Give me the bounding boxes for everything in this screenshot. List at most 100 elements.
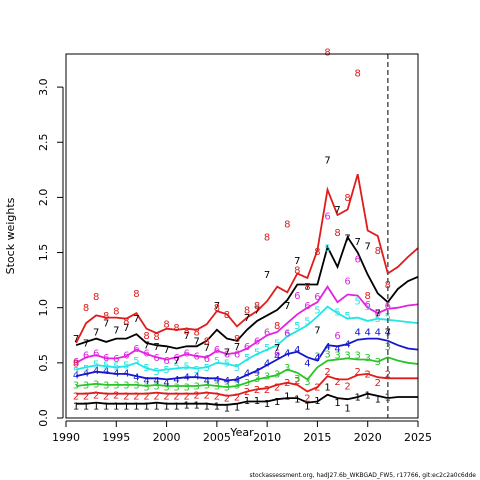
y-tick-label: 3.0 [37, 78, 50, 96]
fit-line-age-4 [75, 337, 419, 382]
obs-point-age-5: 5 [103, 361, 109, 372]
x-tick-label: 2005 [203, 431, 231, 444]
x-tick-label: 2025 [404, 431, 432, 444]
obs-point-age-2: 2 [184, 391, 190, 402]
obs-point-age-4: 4 [365, 328, 371, 339]
obs-point-age-8: 8 [214, 303, 220, 314]
obs-point-age-2: 2 [254, 385, 260, 396]
obs-point-age-7: 7 [184, 331, 190, 342]
obs-point-age-4: 4 [254, 367, 260, 378]
obs-point-age-3: 3 [73, 380, 79, 391]
obs-point-age-4: 4 [304, 358, 310, 369]
obs-point-age-5: 5 [93, 360, 99, 371]
obs-point-age-2: 2 [194, 390, 200, 401]
obs-point-age-7: 7 [355, 237, 361, 248]
obs-point-age-5: 5 [244, 353, 250, 364]
obs-point-age-8: 8 [344, 193, 350, 204]
obs-point-age-4: 4 [103, 366, 109, 377]
obs-point-age-6: 6 [244, 342, 250, 353]
obs-point-age-6: 6 [204, 354, 210, 365]
obs-point-age-2: 2 [244, 387, 250, 398]
obs-point-age-6: 6 [133, 344, 139, 355]
obs-point-age-6: 6 [264, 328, 270, 339]
obs-point-age-5: 5 [254, 347, 260, 358]
obs-point-age-4: 4 [224, 376, 230, 387]
obs-point-age-6: 6 [173, 353, 179, 364]
obs-point-age-3: 3 [324, 350, 330, 361]
obs-point-age-1: 1 [264, 399, 270, 410]
obs-point-age-2: 2 [375, 378, 381, 389]
obs-point-age-8: 8 [113, 307, 119, 318]
obs-point-age-4: 4 [385, 328, 391, 339]
obs-point-age-6: 6 [254, 336, 260, 347]
obs-point-age-5: 5 [294, 321, 300, 332]
obs-point-age-5: 5 [355, 297, 361, 308]
fit-line-age-5 [75, 305, 419, 372]
obs-point-age-7: 7 [274, 343, 280, 354]
plot-frame [65, 53, 419, 419]
obs-point-age-5: 5 [274, 339, 280, 350]
obs-point-age-6: 6 [314, 292, 320, 303]
obs-point-age-3: 3 [355, 351, 361, 362]
obs-point-age-8: 8 [314, 247, 320, 258]
y-tick-label: 1.0 [37, 299, 50, 317]
obs-point-age-6: 6 [375, 309, 381, 320]
obs-point-age-6: 6 [103, 353, 109, 364]
obs-point-age-8: 8 [184, 326, 190, 337]
obs-point-age-7: 7 [73, 334, 79, 345]
obs-point-age-4: 4 [83, 368, 89, 379]
obs-point-age-1: 1 [194, 400, 200, 411]
obs-point-age-6: 6 [214, 345, 220, 356]
obs-point-age-8: 8 [93, 292, 99, 303]
obs-point-age-6: 6 [123, 351, 129, 362]
obs-point-age-7: 7 [113, 325, 119, 336]
obs-point-age-3: 3 [314, 352, 320, 363]
obs-point-age-2: 2 [143, 391, 149, 402]
obs-point-age-4: 4 [314, 353, 320, 364]
footer-source-text: stockassessment.org, hadJ27.6b_WKBGAD_FW… [250, 472, 477, 479]
obs-point-age-4: 4 [93, 366, 99, 377]
obs-point-age-4: 4 [284, 348, 290, 359]
obs-point-age-3: 3 [93, 379, 99, 390]
obs-point-age-2: 2 [355, 367, 361, 378]
obs-point-age-3: 3 [334, 351, 340, 362]
x-tick-label: 1990 [52, 431, 80, 444]
obs-point-age-8: 8 [224, 310, 230, 321]
obs-point-age-6: 6 [234, 350, 240, 361]
obs-point-age-3: 3 [244, 378, 250, 389]
obs-point-age-2: 2 [264, 385, 270, 396]
obs-point-age-4: 4 [113, 368, 119, 379]
obs-point-age-3: 3 [143, 383, 149, 394]
obs-point-age-7: 7 [93, 328, 99, 339]
obs-point-age-2: 2 [103, 391, 109, 402]
obs-point-age-7: 7 [314, 325, 320, 336]
obs-point-age-7: 7 [324, 155, 330, 166]
obs-point-age-7: 7 [264, 270, 270, 281]
obs-point-age-3: 3 [214, 382, 220, 393]
obs-point-age-7: 7 [304, 282, 310, 293]
obs-point-age-3: 3 [133, 380, 139, 391]
obs-point-age-6: 6 [153, 353, 159, 364]
x-tick-label: 2010 [253, 431, 281, 444]
obs-point-age-8: 8 [365, 291, 371, 302]
obs-point-age-7: 7 [365, 241, 371, 252]
obs-point-age-2: 2 [93, 390, 99, 401]
obs-point-age-7: 7 [173, 356, 179, 367]
obs-point-age-6: 6 [163, 356, 169, 367]
obs-point-age-5: 5 [194, 365, 200, 376]
obs-point-age-3: 3 [194, 382, 200, 393]
obs-point-age-3: 3 [294, 374, 300, 385]
obs-point-age-6: 6 [93, 348, 99, 359]
obs-point-age-7: 7 [284, 301, 290, 312]
obs-point-age-1: 1 [224, 404, 230, 415]
obs-point-age-8: 8 [334, 228, 340, 239]
obs-point-age-5: 5 [304, 316, 310, 327]
obs-point-age-7: 7 [294, 256, 300, 267]
obs-point-age-7: 7 [344, 234, 350, 245]
obs-point-age-6: 6 [184, 348, 190, 359]
obs-point-age-4: 4 [234, 375, 240, 386]
obs-point-age-2: 2 [73, 391, 79, 402]
x-tick-label: 1995 [102, 431, 130, 444]
obs-point-age-2: 2 [304, 394, 310, 405]
